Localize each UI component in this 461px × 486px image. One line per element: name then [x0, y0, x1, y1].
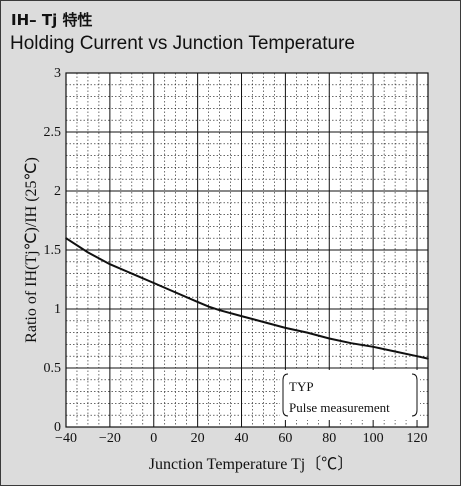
x-tick-label: 40	[235, 431, 249, 446]
data-point	[87, 251, 89, 254]
y-tick-label: 0	[54, 420, 61, 435]
data-point	[284, 327, 287, 329]
x-tick-label: 120	[407, 431, 428, 446]
data-point	[372, 345, 374, 348]
x-tick-labels: −40 −20 0 20 40 60 80 100 120	[55, 431, 427, 446]
y-axis-label: Ratio of IH(Tj℃)/IH (25℃)	[23, 157, 40, 343]
y-tick-label: 0.5	[44, 361, 62, 376]
data-point	[416, 355, 418, 358]
data-point	[109, 263, 111, 265]
x-tick-label: 20	[191, 431, 205, 446]
data-point	[427, 357, 429, 360]
data-point	[218, 309, 221, 311]
y-tick-labels: 0 0.5 1 1.5 2 2.5 3	[44, 66, 62, 435]
x-tick-label: −20	[99, 431, 121, 446]
data-point	[240, 315, 243, 317]
bracket-left	[282, 373, 289, 417]
y-tick-label: 1.5	[44, 243, 62, 258]
annotation-background	[280, 370, 420, 420]
x-tick-label: 0	[150, 431, 157, 446]
plot-border	[65, 72, 429, 428]
data-point	[131, 272, 133, 275]
annotation-typ: TYP	[289, 379, 314, 394]
annotation-pulse: Pulse measurement	[289, 400, 390, 415]
x-tick-label: 60	[278, 431, 292, 446]
data-point	[350, 342, 353, 345]
x-tick-label: −40	[55, 431, 77, 446]
x-tick-label: 80	[322, 431, 336, 446]
y-tick-label: 3	[54, 66, 61, 81]
x-tick-label: 100	[363, 431, 384, 446]
y-tick-label: 1	[54, 302, 61, 317]
data-point	[174, 291, 177, 294]
data-point	[328, 337, 331, 340]
y-tick-label: 2	[54, 184, 61, 199]
series-points	[65, 237, 429, 360]
data-point	[394, 350, 396, 353]
chart-title-en: Holding Current vs Junction Temperature	[10, 33, 355, 54]
data-point	[207, 305, 210, 308]
annotation-box: TYP Pulse measurement	[280, 370, 420, 420]
data-point	[306, 331, 309, 334]
chart-title-jp: IH– Tj 特性	[11, 11, 93, 29]
bracket-right	[411, 373, 418, 417]
x-axis-label: Junction Temperature Tj〔℃〕	[149, 455, 353, 473]
data-point	[65, 237, 67, 239]
data-point	[152, 282, 155, 284]
y-tick-label: 2.5	[44, 125, 62, 140]
data-point	[262, 321, 265, 323]
data-point	[196, 301, 199, 303]
